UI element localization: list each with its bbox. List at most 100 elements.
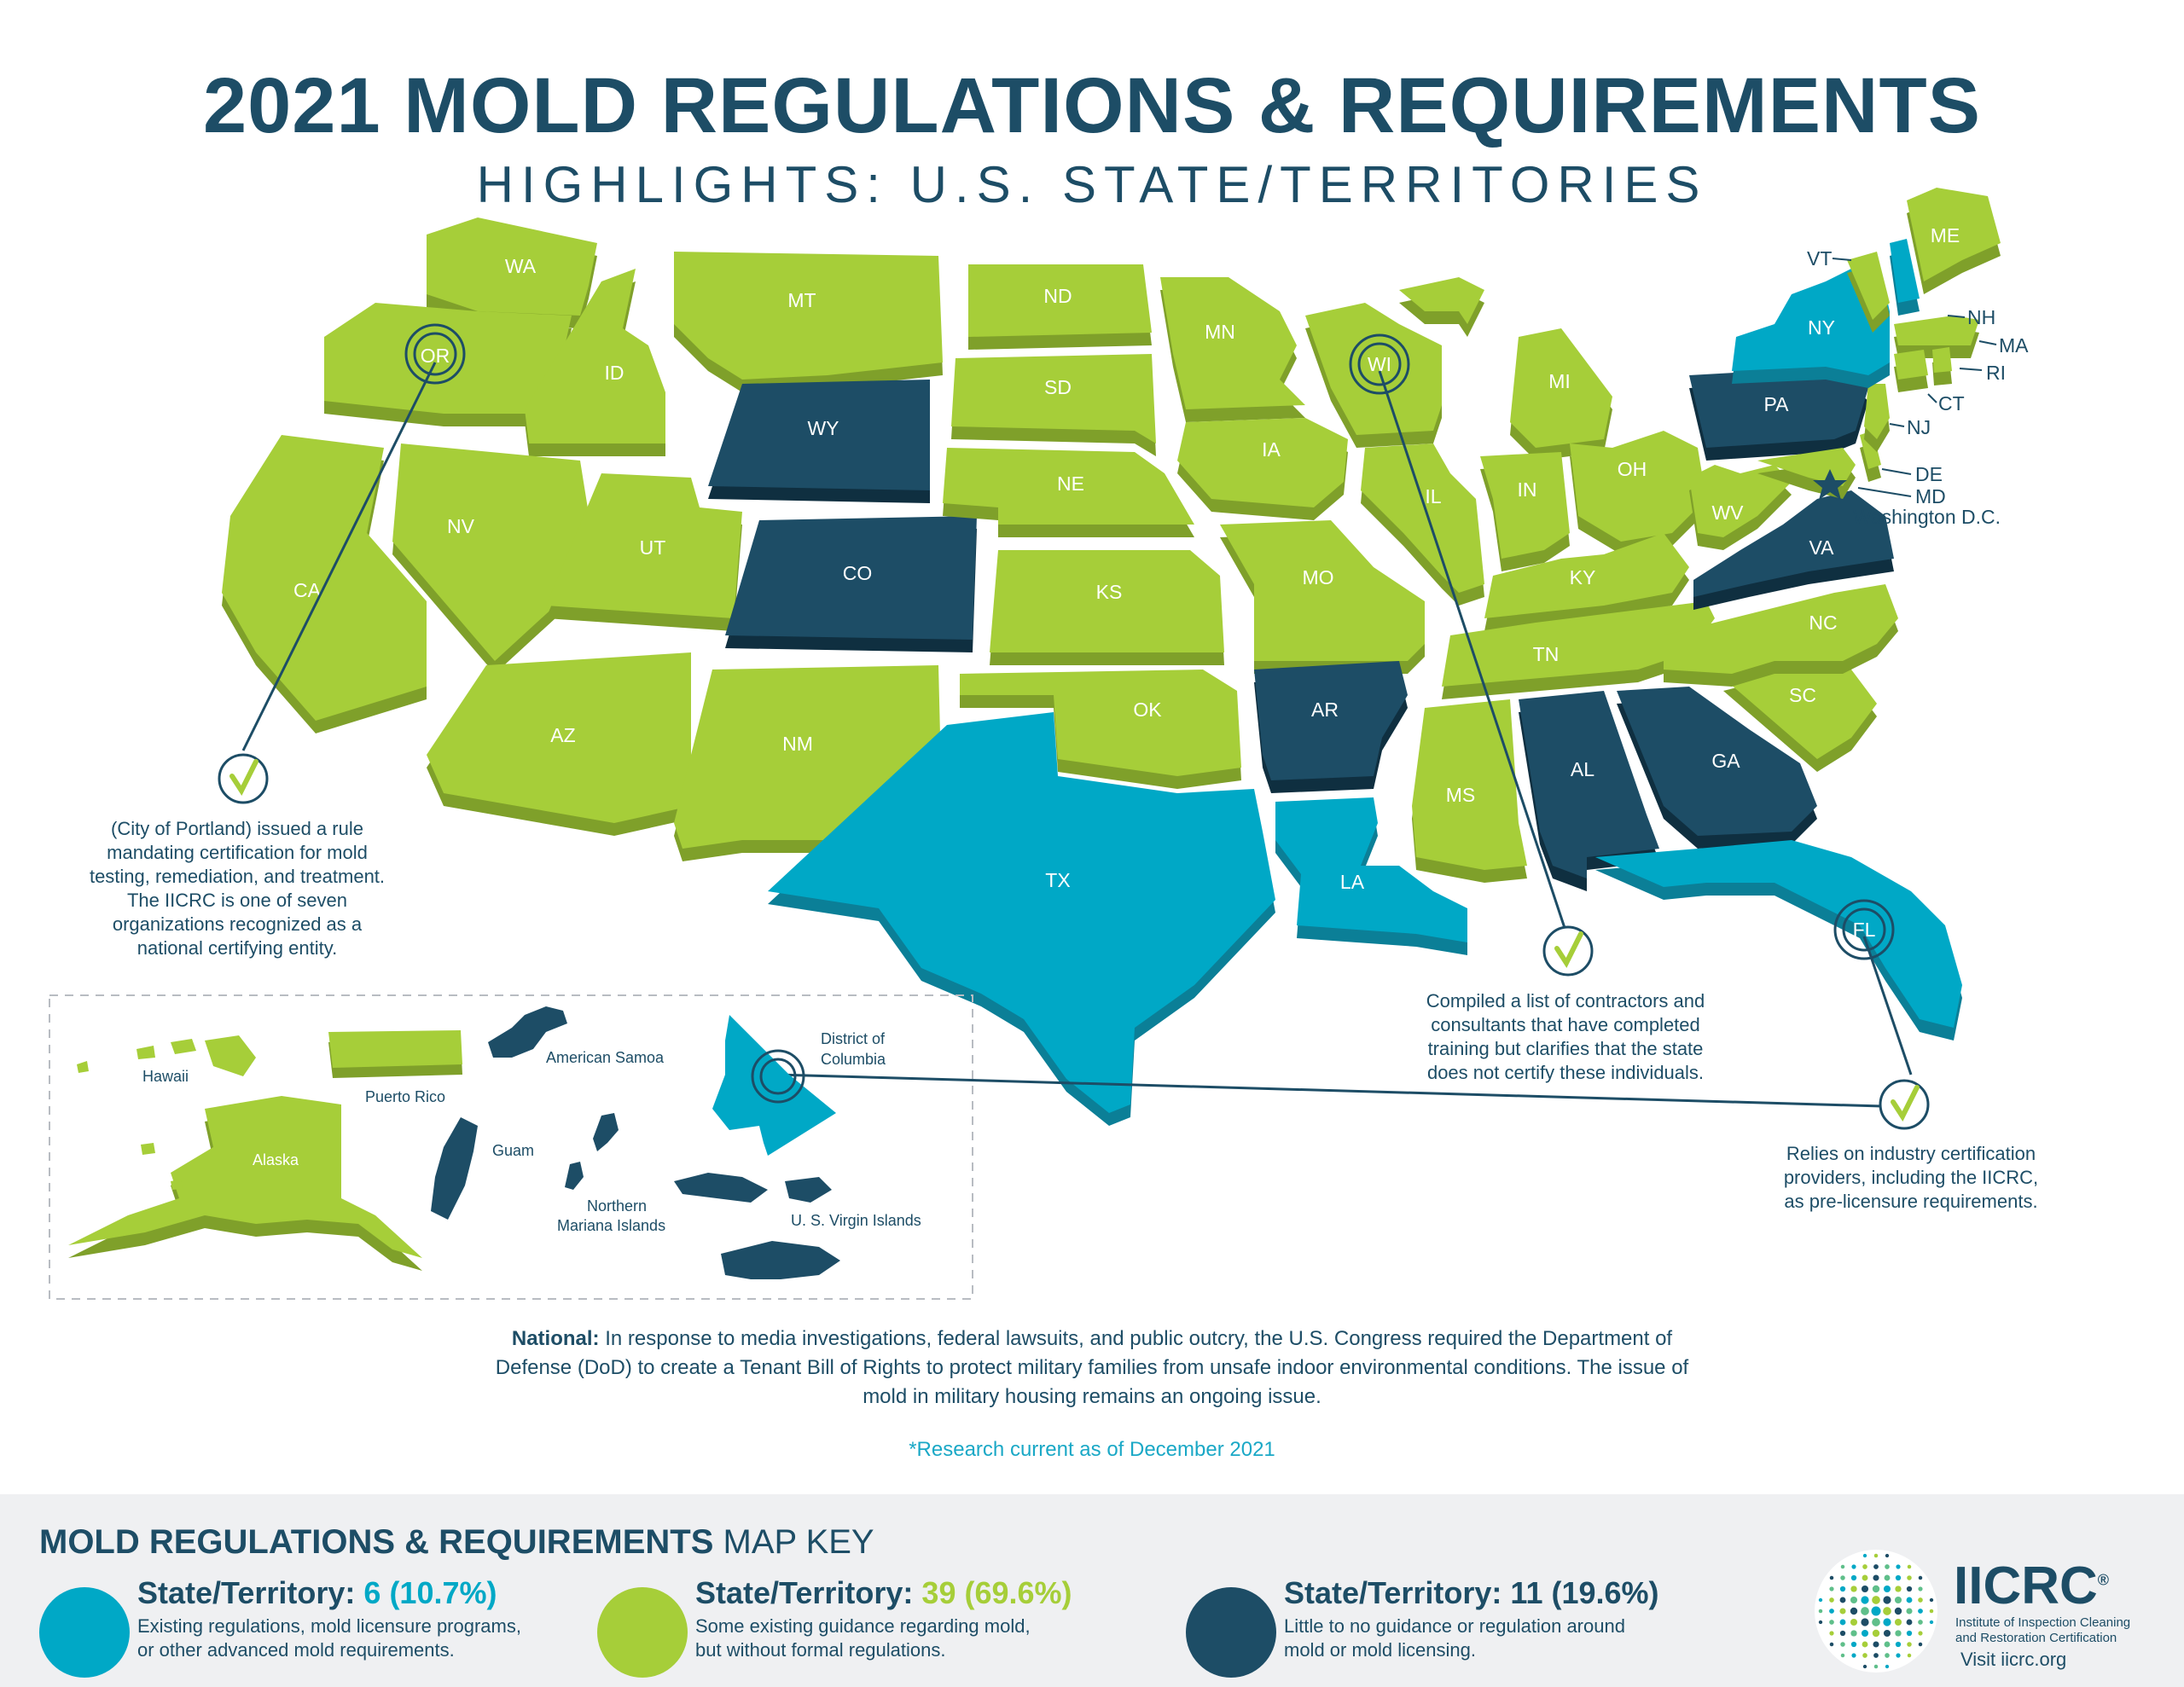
wisconsin-callout-line-4: does not certify these individuals.: [1426, 1062, 1705, 1083]
key-desc-none-2: mold or mold licensing.: [1284, 1639, 1476, 1661]
oregon-check-icon: [218, 753, 269, 804]
american-samoa-label: American Samoa: [546, 1049, 665, 1066]
state-il[interactable]: IL: [1361, 443, 1484, 606]
state-nh[interactable]: [1890, 239, 1920, 316]
state-sc[interactable]: SC: [1723, 661, 1877, 772]
state-mn[interactable]: MN: [1160, 277, 1305, 422]
state-label-nm: NM: [782, 733, 813, 755]
key-count-guidance: 39 (69.6%): [921, 1575, 1072, 1610]
logo-name: IICRC®: [1954, 1556, 2109, 1616]
state-ms[interactable]: MS: [1412, 699, 1527, 883]
state-label-sc: SC: [1789, 684, 1816, 706]
map-key: MOLD REGULATIONS & REQUIREMENTS MAP KEY …: [0, 1494, 2184, 1687]
state-al[interactable]: AL: [1519, 691, 1659, 891]
state-wi[interactable]: WI: [1305, 303, 1442, 448]
territory-guam[interactable]: Guam: [431, 1117, 534, 1220]
state-nd[interactable]: ND: [968, 264, 1152, 350]
key-desc-advanced: Existing regulations, mold licensure pro…: [137, 1615, 521, 1662]
state-ut[interactable]: UT: [546, 473, 742, 631]
guam-label: Guam: [492, 1142, 534, 1159]
puerto-rico-label: Puerto Rico: [365, 1088, 445, 1105]
key-count-none: 11 (19.6%): [1510, 1575, 1659, 1610]
state-wy[interactable]: WY: [708, 380, 930, 503]
state-ok[interactable]: OK: [960, 670, 1241, 789]
northern-mariana-label-2: Mariana Islands: [557, 1217, 665, 1234]
territory-puerto-rico[interactable]: Puerto Rico: [328, 1030, 462, 1105]
state-vt[interactable]: [1847, 252, 1890, 333]
state-label-id: ID: [605, 362, 624, 384]
state-ne[interactable]: NE: [943, 448, 1194, 537]
state-ny[interactable]: NY: [1732, 269, 1890, 388]
state-label-ga: GA: [1711, 750, 1740, 772]
logo-subtitle: Institute of Inspection Cleaning and Res…: [1955, 1615, 2130, 1646]
state-label-md: MD: [1915, 485, 1946, 507]
state-ks[interactable]: KS: [990, 550, 1224, 665]
state-me[interactable]: ME: [1907, 188, 2001, 294]
oregon-callout-line-1: (City of Portland) issued a rule: [111, 818, 363, 839]
state-label-ms: MS: [1446, 784, 1476, 806]
territory-dc-inset[interactable]: District of Columbia: [712, 1015, 886, 1156]
logo-subtitle-1: Institute of Inspection Cleaning: [1955, 1615, 2131, 1630]
state-label-sd: SD: [1044, 376, 1072, 398]
key-desc-advanced-2: or other advanced mold requirements.: [137, 1639, 455, 1661]
state-tn[interactable]: TN: [1442, 601, 1715, 699]
state-nc[interactable]: NC: [1664, 584, 1898, 687]
northern-mariana-label-1: Northern: [587, 1197, 647, 1215]
state-va[interactable]: VA: [1693, 490, 1894, 610]
territory-hawaii[interactable]: Hawaii: [77, 1035, 256, 1085]
territory-alaska[interactable]: Alaska: [68, 1096, 422, 1271]
state-ri[interactable]: [1932, 347, 1952, 386]
oregon-callout-line-6: national certifying entity.: [136, 937, 338, 959]
state-sd[interactable]: SD: [951, 354, 1156, 456]
wisconsin-ring-icon: [1349, 333, 1410, 395]
state-mt[interactable]: MT: [674, 252, 943, 392]
state-tx[interactable]: TX: [768, 712, 1275, 1126]
state-label-ks: KS: [1096, 581, 1123, 603]
state-label-ne: NE: [1057, 472, 1084, 495]
state-in[interactable]: IN: [1480, 452, 1570, 571]
map-key-title-bold: MOLD REGULATIONS & REQUIREMENTS: [39, 1523, 714, 1561]
state-label-wv: WV: [1711, 501, 1744, 524]
state-az[interactable]: AZ: [427, 652, 691, 836]
state-label-wy: WY: [807, 417, 839, 439]
state-wv[interactable]: WV: [1689, 465, 1792, 550]
state-ga[interactable]: GA: [1617, 687, 1817, 849]
state-label-tx: TX: [1045, 869, 1070, 891]
key-swatch-none: [1186, 1587, 1276, 1678]
territory-american-samoa[interactable]: American Samoa: [488, 1006, 665, 1066]
state-ar[interactable]: AR: [1254, 661, 1408, 793]
state-ca[interactable]: CA: [222, 435, 427, 733]
state-pa[interactable]: PA: [1689, 367, 1868, 461]
dc-inset-label-1: District of: [821, 1030, 886, 1047]
state-nv[interactable]: NV: [392, 443, 597, 674]
callout-lines: [241, 362, 1913, 1109]
national-text: In response to media investigations, fed…: [495, 1327, 1689, 1408]
state-id[interactable]: ID: [525, 269, 665, 456]
state-nj[interactable]: [1864, 384, 1890, 452]
state-ma[interactable]: [1894, 316, 1979, 358]
state-label-ok: OK: [1133, 699, 1162, 721]
territories-inset-border: [49, 994, 973, 1300]
wisconsin-callout-line-2: consultants that have completed: [1431, 1014, 1700, 1035]
state-oh[interactable]: OH: [1570, 431, 1706, 554]
state-co[interactable]: CO: [725, 516, 977, 652]
key-desc-advanced-1: Existing regulations, mold licensure pro…: [137, 1615, 521, 1637]
map-key-title: MOLD REGULATIONS & REQUIREMENTS MAP KEY: [39, 1523, 874, 1562]
logo-url[interactable]: Visit iicrc.org: [1960, 1649, 2067, 1670]
state-mi[interactable]: MI: [1399, 277, 1612, 461]
territory-northern-mariana[interactable]: Northern Mariana Islands: [557, 1113, 665, 1234]
state-label-mn: MN: [1205, 321, 1235, 343]
key-head-guidance: State/Territory: 39 (69.6%): [695, 1575, 1072, 1611]
state-label-ca: CA: [293, 579, 322, 601]
state-la[interactable]: LA: [1275, 797, 1467, 955]
state-wa[interactable]: WA: [427, 217, 597, 328]
state-ia[interactable]: IA: [1177, 418, 1348, 520]
national-label: National:: [511, 1327, 600, 1350]
state-label-in: IN: [1518, 478, 1537, 501]
territory-usvi[interactable]: U. S. Virgin Islands: [674, 1173, 921, 1279]
oregon-callout-line-5: organizations recognized as a: [112, 913, 363, 935]
state-label-il: IL: [1425, 485, 1441, 507]
state-label-ia: IA: [1262, 438, 1281, 461]
state-ct[interactable]: [1894, 350, 1928, 392]
state-mo[interactable]: MO: [1220, 520, 1425, 674]
